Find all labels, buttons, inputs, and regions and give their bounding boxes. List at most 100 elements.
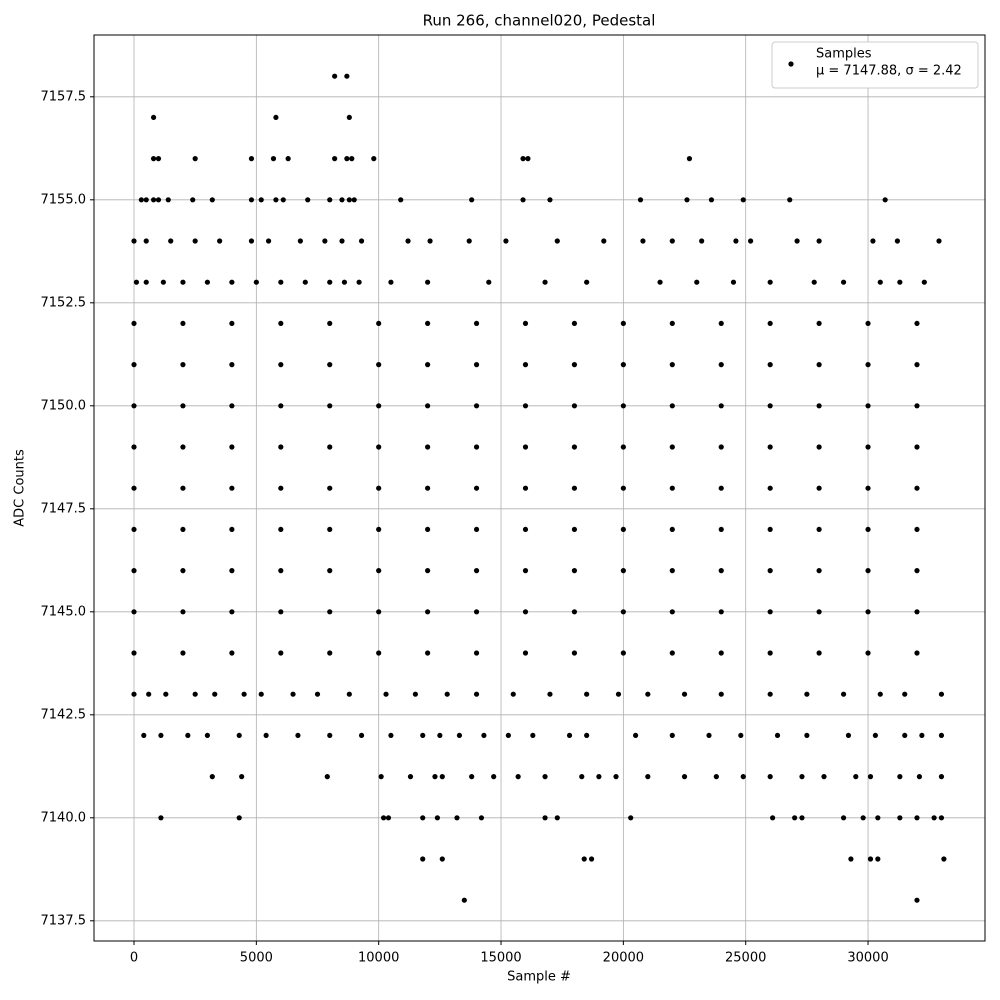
point	[204, 732, 211, 739]
point	[584, 732, 590, 739]
point	[767, 568, 773, 574]
y-tick-label: 7155.0	[41, 192, 87, 207]
point	[388, 732, 394, 739]
x-tick-label: 20000	[603, 951, 644, 966]
point	[425, 568, 431, 574]
point	[327, 650, 333, 656]
y-tick-label: 7150.0	[41, 398, 87, 413]
point	[584, 691, 590, 697]
point	[412, 691, 418, 697]
point	[669, 320, 675, 327]
point	[163, 691, 169, 697]
point	[916, 774, 923, 780]
point	[767, 444, 773, 450]
point	[554, 815, 560, 821]
point	[473, 320, 480, 327]
point	[327, 444, 333, 450]
point	[867, 856, 874, 862]
point	[258, 691, 264, 697]
plot-frame	[93, 34, 986, 942]
x-tick-label: 0	[130, 951, 138, 966]
point	[897, 774, 903, 780]
point	[229, 403, 235, 409]
y-tick-label: 7145.0	[41, 604, 87, 619]
point	[914, 650, 920, 656]
point	[376, 650, 382, 656]
point	[914, 568, 920, 574]
point	[522, 568, 529, 574]
point	[376, 609, 382, 615]
point	[628, 815, 634, 821]
point	[821, 774, 827, 780]
point	[877, 691, 883, 697]
point	[897, 815, 903, 821]
point	[420, 856, 426, 862]
point	[405, 238, 411, 244]
point	[209, 774, 215, 780]
point	[376, 362, 382, 368]
point	[938, 732, 945, 739]
point	[229, 444, 235, 450]
point	[327, 403, 333, 409]
point	[461, 897, 467, 903]
point	[620, 320, 626, 327]
point	[351, 197, 357, 203]
point	[522, 609, 529, 615]
point	[131, 485, 137, 491]
point	[547, 197, 553, 203]
point	[285, 156, 291, 162]
point	[571, 362, 578, 368]
point	[150, 114, 157, 121]
point	[571, 320, 578, 327]
point	[870, 238, 876, 244]
point	[466, 238, 472, 244]
point	[388, 279, 394, 285]
point	[669, 526, 675, 533]
point	[180, 403, 186, 409]
point	[141, 732, 147, 739]
point	[620, 403, 626, 409]
point	[278, 279, 284, 285]
point	[522, 320, 529, 327]
point	[601, 238, 607, 244]
point	[155, 197, 162, 203]
point	[327, 568, 333, 574]
point	[738, 732, 744, 739]
point	[473, 650, 480, 656]
point	[718, 526, 724, 533]
point	[503, 238, 509, 244]
point	[278, 320, 284, 327]
point	[248, 238, 255, 244]
point	[840, 815, 847, 821]
point	[180, 279, 186, 285]
point	[767, 362, 773, 368]
point	[554, 238, 560, 244]
point	[520, 156, 526, 162]
point	[936, 238, 942, 244]
point	[542, 279, 548, 285]
point	[236, 732, 242, 739]
point	[398, 197, 404, 203]
point	[190, 197, 196, 203]
point	[632, 732, 639, 739]
point	[425, 650, 431, 656]
point	[733, 238, 739, 244]
point	[718, 362, 724, 368]
point	[718, 320, 724, 327]
point	[273, 197, 279, 203]
chart-title: Run 266, channel020, Pedestal	[423, 12, 656, 30]
point	[767, 403, 773, 409]
point	[356, 279, 362, 285]
point	[694, 279, 700, 285]
point	[229, 650, 235, 656]
point	[305, 197, 311, 203]
point	[165, 197, 171, 203]
x-tick-label: 25000	[725, 951, 766, 966]
point	[209, 197, 215, 203]
point	[481, 732, 487, 739]
point	[804, 691, 810, 697]
point	[346, 691, 352, 697]
point	[131, 609, 137, 615]
